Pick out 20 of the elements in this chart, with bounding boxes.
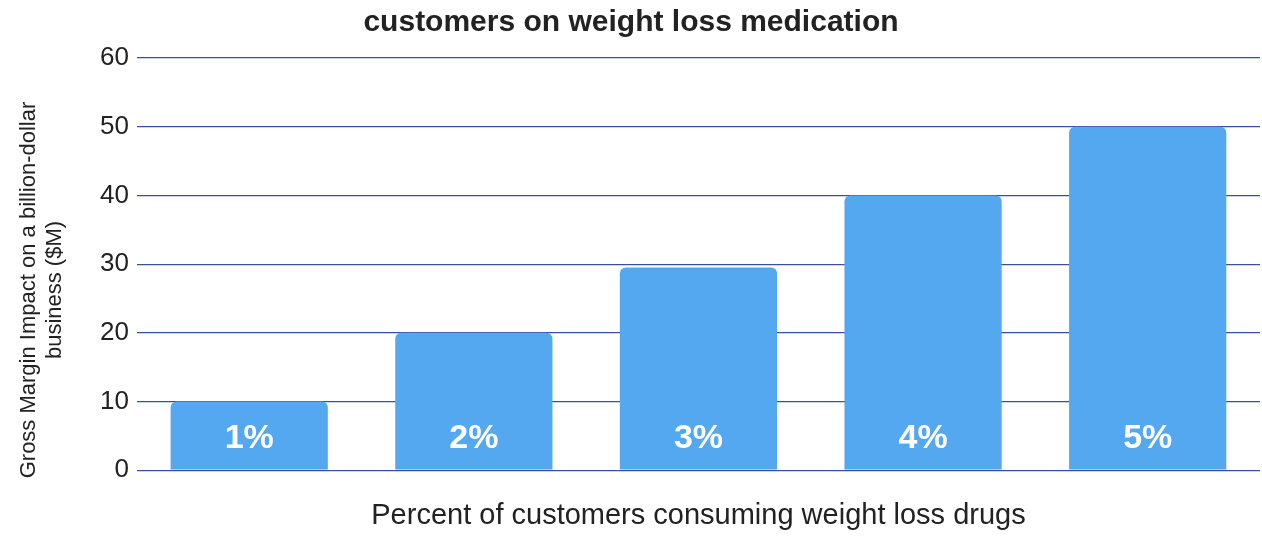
y-axis-title: Gross Margin Impact on a billion-dollar business ($M) xyxy=(15,100,67,481)
bar xyxy=(844,195,1002,470)
bar xyxy=(395,332,553,470)
x-tick-label: 4% xyxy=(898,416,948,455)
bar xyxy=(619,267,778,470)
x-tick-label: 5% xyxy=(1123,416,1173,455)
chart-title: customers on weight loss medication xyxy=(362,4,900,38)
x-tick-label: 3% xyxy=(673,416,724,455)
y-tick-label: 20 xyxy=(100,315,129,346)
y-tick-label: 50 xyxy=(100,109,129,140)
y-tick-label: 40 xyxy=(100,178,129,209)
x-tick-label: 1% xyxy=(224,416,274,455)
x-tick-label: 2% xyxy=(449,416,499,455)
y-tick-label: 0 xyxy=(114,453,129,484)
x-axis-title: Percent of customers consuming weight loss drugs xyxy=(371,497,1026,530)
bar xyxy=(170,401,328,470)
y-tick-label: 10 xyxy=(100,384,129,415)
bar xyxy=(1069,126,1227,470)
y-tick-label: 60 xyxy=(100,41,129,72)
y-tick-label: 30 xyxy=(100,247,129,278)
